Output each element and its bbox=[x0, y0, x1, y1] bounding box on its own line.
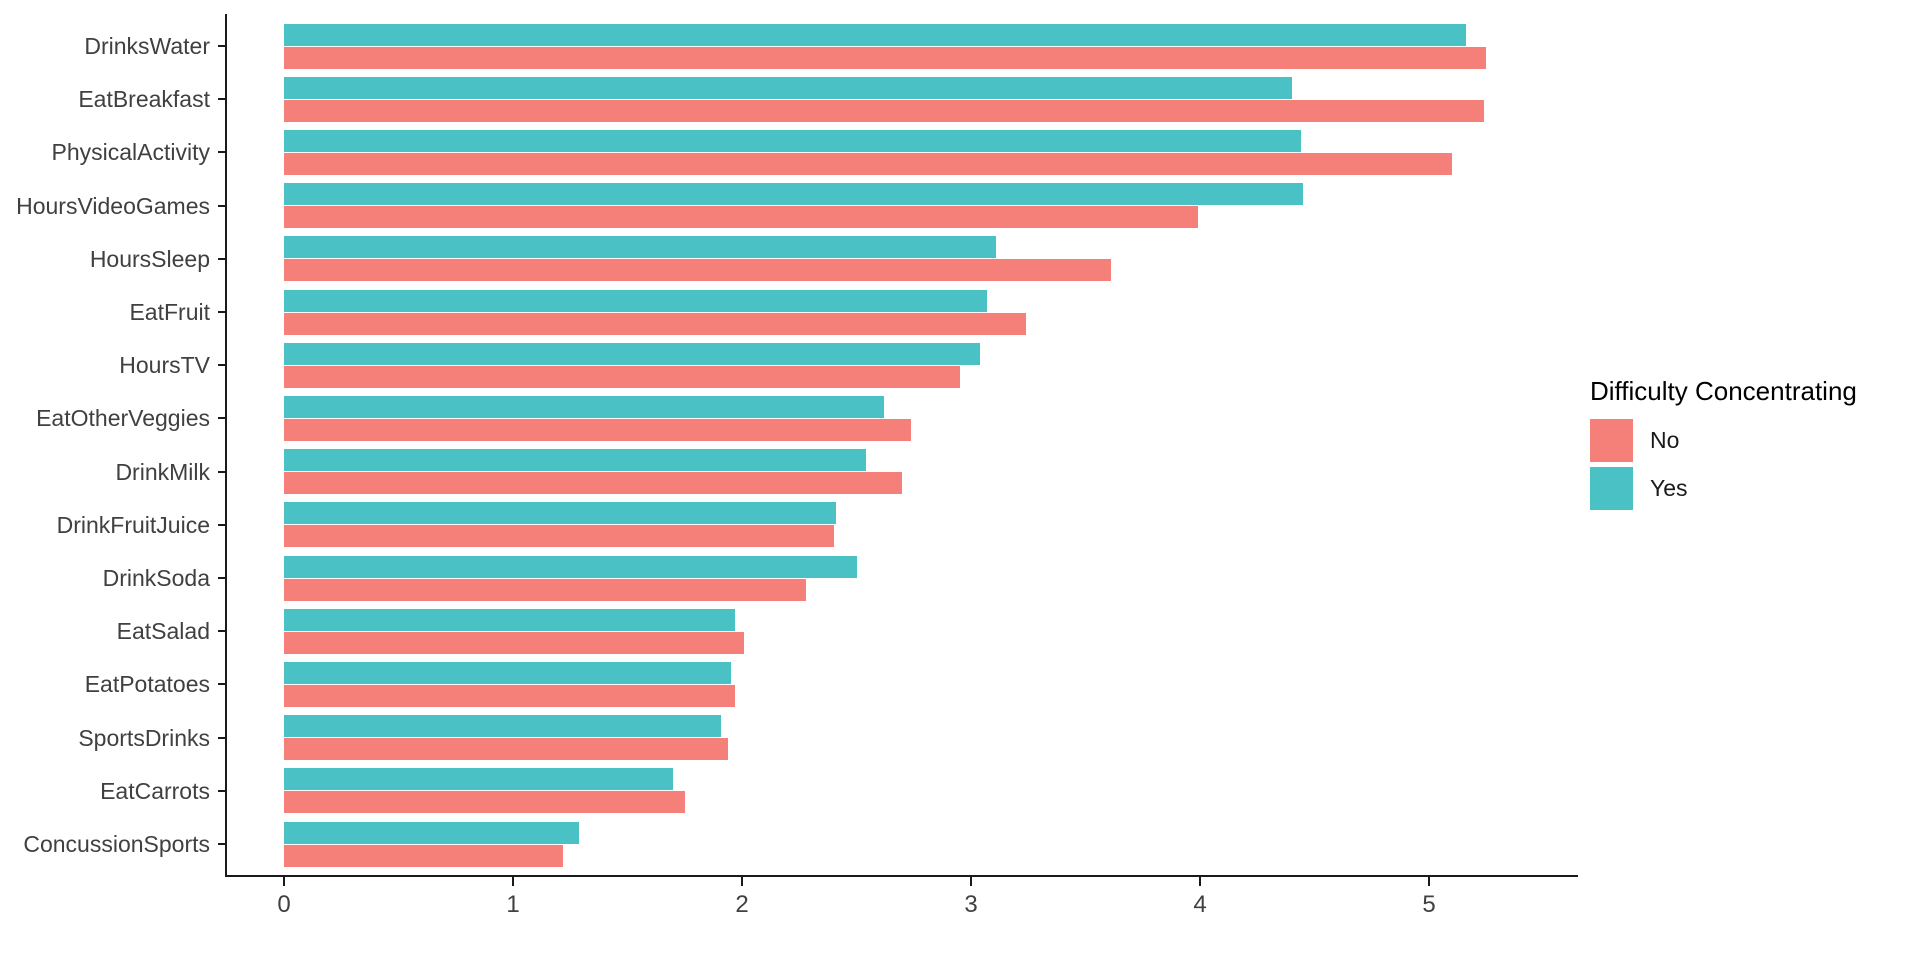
legend-title: Difficulty Concentrating bbox=[1590, 376, 1857, 406]
x-axis-tick-label: 5 bbox=[1422, 891, 1436, 918]
y-axis-label: EatOtherVeggies bbox=[36, 405, 210, 432]
bar-no bbox=[284, 365, 960, 388]
x-axis-tick bbox=[1199, 877, 1201, 886]
y-axis-tick bbox=[218, 470, 227, 473]
bar-yes bbox=[284, 715, 722, 738]
bar-yes bbox=[284, 502, 836, 525]
bar-no bbox=[284, 312, 1026, 335]
y-axis-tick bbox=[218, 630, 227, 633]
y-axis-tick bbox=[218, 843, 227, 845]
y-axis-tick bbox=[218, 736, 227, 739]
x-axis-tick-label: 1 bbox=[506, 891, 520, 918]
legend-label-no: No bbox=[1650, 427, 1680, 453]
x-axis-tick bbox=[283, 877, 285, 886]
bar-yes bbox=[284, 608, 736, 631]
bar-no bbox=[284, 99, 1484, 122]
bar-no bbox=[284, 418, 912, 441]
x-axis-tick-label: 2 bbox=[735, 891, 749, 918]
y-axis-label: EatPotatoes bbox=[84, 671, 210, 698]
y-axis-tick bbox=[218, 523, 227, 526]
y-axis-label: HoursVideoGames bbox=[16, 192, 210, 219]
y-axis-label: EatFruit bbox=[129, 299, 210, 325]
y-axis-label: HoursTV bbox=[119, 352, 210, 379]
bar-no bbox=[284, 738, 729, 761]
bar-no bbox=[284, 525, 834, 548]
y-axis-tick bbox=[218, 683, 227, 686]
y-axis-tick bbox=[218, 577, 227, 579]
legend-item-no: No bbox=[1590, 419, 1857, 462]
y-axis-tick bbox=[218, 364, 227, 367]
bar-yes bbox=[284, 289, 988, 312]
y-axis-label: PhysicalActivity bbox=[51, 139, 210, 166]
bar-yes bbox=[284, 661, 731, 684]
bar-no bbox=[284, 578, 807, 601]
bar-no bbox=[284, 684, 736, 707]
y-axis-label: DrinkSoda bbox=[102, 565, 210, 591]
legend-item-yes: Yes bbox=[1590, 467, 1857, 510]
y-axis-label: EatBreakfast bbox=[78, 86, 210, 113]
y-axis-label: DrinksWater bbox=[84, 33, 210, 59]
bar-no bbox=[284, 152, 1452, 175]
y-axis-tick bbox=[218, 311, 227, 313]
legend-label-yes: Yes bbox=[1650, 475, 1688, 501]
bar-yes bbox=[284, 76, 1292, 99]
y-axis-tick bbox=[218, 257, 227, 260]
y-axis-label: DrinkFruitJuice bbox=[56, 511, 210, 538]
bar-yes bbox=[284, 449, 866, 472]
bar-no bbox=[284, 844, 564, 867]
y-axis-label: HoursSleep bbox=[89, 245, 210, 272]
x-axis-tick-label: 0 bbox=[277, 891, 291, 918]
y-axis-tick bbox=[218, 45, 227, 47]
y-axis-tick bbox=[218, 204, 227, 207]
x-axis-tick-label: 4 bbox=[1193, 891, 1207, 918]
legend: Difficulty Concentrating No Yes bbox=[1590, 376, 1857, 515]
bar-yes bbox=[284, 555, 857, 578]
bar-yes bbox=[284, 821, 580, 844]
bar-yes bbox=[284, 768, 674, 791]
bar-no bbox=[284, 46, 1487, 69]
x-axis-tick bbox=[970, 877, 972, 886]
y-axis-tick bbox=[218, 417, 227, 420]
y-axis-tick bbox=[218, 789, 227, 792]
bar-no bbox=[284, 631, 745, 654]
x-axis-tick bbox=[741, 877, 743, 886]
legend-swatch-no-icon bbox=[1590, 419, 1633, 462]
plot-area bbox=[225, 14, 1578, 877]
y-axis-tick bbox=[218, 98, 227, 101]
x-axis-tick-label: 3 bbox=[964, 891, 978, 918]
y-axis-label: ConcussionSports bbox=[23, 831, 210, 857]
y-axis-label: DrinkMilk bbox=[115, 458, 210, 485]
bar-no bbox=[284, 791, 685, 814]
bar-no bbox=[284, 259, 1111, 282]
bar-no bbox=[284, 206, 1198, 229]
x-axis-tick bbox=[1428, 877, 1430, 886]
y-axis-label: SportsDrinks bbox=[78, 724, 210, 751]
bar-yes bbox=[284, 23, 1466, 46]
bar-yes bbox=[284, 183, 1304, 206]
bar-yes bbox=[284, 395, 884, 418]
y-axis-label: EatSalad bbox=[116, 618, 210, 645]
legend-swatch-yes-icon bbox=[1590, 467, 1633, 510]
x-axis-tick bbox=[512, 877, 514, 886]
bar-no bbox=[284, 472, 903, 495]
bar-yes bbox=[284, 342, 981, 365]
bar-yes bbox=[284, 236, 997, 259]
bar-yes bbox=[284, 129, 1301, 152]
y-axis-label: EatCarrots bbox=[100, 777, 210, 804]
y-axis-tick bbox=[218, 151, 227, 154]
